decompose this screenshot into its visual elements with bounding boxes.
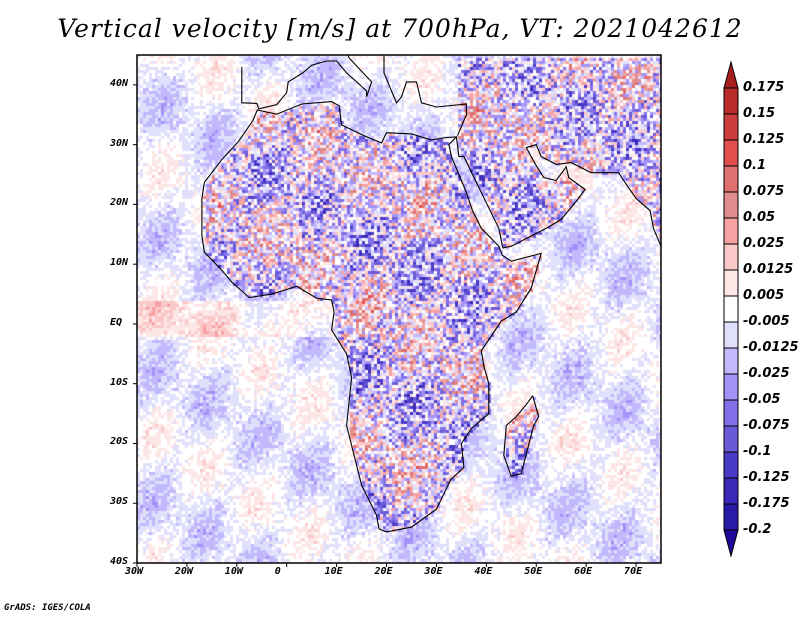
lon-tick-label: 60E xyxy=(574,566,593,577)
colorbar-box xyxy=(723,373,739,401)
lon-tick-label: 30E xyxy=(424,566,443,577)
colorbar-label: 0.0125 xyxy=(743,262,794,277)
lon-tick-label: 0 xyxy=(274,566,281,577)
lon-tick-label: 70E xyxy=(624,566,643,577)
coastline xyxy=(455,136,662,249)
lon-tick-label: 20E xyxy=(374,566,393,577)
colorbar-box xyxy=(723,399,739,427)
coastline xyxy=(201,101,542,533)
colorbar-box xyxy=(723,451,739,479)
lat-tick-label: 40N xyxy=(110,77,129,89)
lat-tick-label: 20N xyxy=(110,197,129,209)
colorbar-box xyxy=(723,347,739,375)
coastline xyxy=(241,54,373,110)
lon-tick-label: 30W xyxy=(125,566,144,577)
plot-title: Vertical velocity [m/s] at 700hPa, VT: 2… xyxy=(57,14,743,43)
colorbar-label: 0.175 xyxy=(743,80,785,95)
colorbar-label: 0.075 xyxy=(743,184,785,199)
colorbar-label: 0.1 xyxy=(743,158,767,173)
colorbar-bottom-triangle xyxy=(723,529,739,558)
footer-credit: GrADS: IGES/COLA xyxy=(4,603,91,613)
colorbar-label: 0.025 xyxy=(743,236,785,251)
colorbar-box xyxy=(723,243,739,271)
coastline xyxy=(383,55,467,136)
colorbar-label: 0.005 xyxy=(743,288,785,303)
colorbar-label: -0.1 xyxy=(743,444,772,459)
colorbar-box xyxy=(723,503,739,531)
colorbar-top-triangle xyxy=(723,60,739,89)
colorbar-label: -0.025 xyxy=(743,366,790,381)
colorbar-box xyxy=(723,191,739,219)
colorbar-label: 0.15 xyxy=(743,106,776,121)
lat-tick-label: 10N xyxy=(110,257,129,269)
colorbar-box xyxy=(723,139,739,167)
colorbar-label: -0.05 xyxy=(743,392,781,407)
lon-tick-label: 10W xyxy=(224,566,243,577)
lat-tick-label: 20S xyxy=(110,436,129,448)
lat-tick-label: 30N xyxy=(110,137,129,149)
colorbar-box xyxy=(723,477,739,505)
coastline xyxy=(503,395,540,477)
colorbar-label: -0.005 xyxy=(743,314,790,329)
colorbar-box xyxy=(723,217,739,245)
colorbar-box xyxy=(723,165,739,193)
lat-tick-label: 40S xyxy=(110,556,129,567)
colorbar-box xyxy=(723,87,739,115)
lon-tick-label: 10E xyxy=(324,566,343,577)
colorbar-label: -0.0125 xyxy=(743,340,799,355)
colorbar-label: -0.075 xyxy=(743,418,790,433)
colorbar-label: -0.175 xyxy=(743,496,790,511)
lat-tick-label: 30S xyxy=(110,496,129,508)
lon-tick-label: 20W xyxy=(174,566,193,577)
lon-tick-label: 50E xyxy=(524,566,543,577)
colorbar-box xyxy=(723,113,739,141)
colorbar-label: 0.125 xyxy=(743,132,785,147)
lon-tick-label: 40E xyxy=(474,566,493,577)
colorbar-box xyxy=(723,321,739,349)
lat-tick-label: EQ xyxy=(110,316,123,328)
colorbar-label: -0.2 xyxy=(743,522,772,537)
colorbar-box xyxy=(723,425,739,453)
colorbar-label: -0.125 xyxy=(743,470,790,485)
colorbar-box xyxy=(723,295,739,323)
vertical-velocity-field xyxy=(137,55,661,563)
lat-tick-label: 10S xyxy=(110,376,129,388)
colorbar-label: 0.05 xyxy=(743,210,776,225)
map-frame xyxy=(136,54,662,564)
colorbar-box xyxy=(723,269,739,297)
